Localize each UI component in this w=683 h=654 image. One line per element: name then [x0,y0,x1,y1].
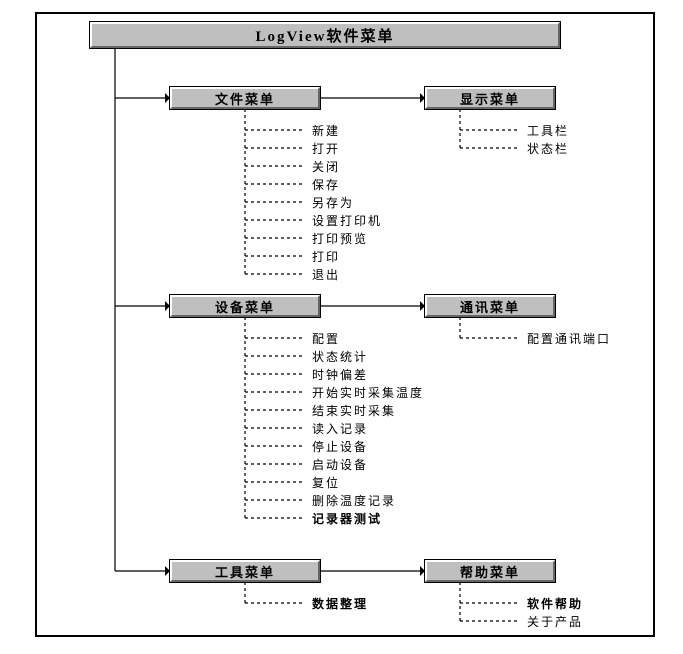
menu-item: 复位 [312,474,340,491]
menu-item: 配置 [312,330,340,347]
menu-box-comm: 通讯菜单 [425,295,555,317]
menu-item: 删除温度记录 [312,492,396,509]
menu-item: 退出 [312,266,340,283]
menu-item: 开始实时采集温度 [312,384,424,401]
menu-label: LogView软件菜单 [256,25,395,46]
menu-item: 关于产品 [527,613,583,630]
outer-frame [35,12,655,637]
menu-item: 软件帮助 [527,595,583,612]
menu-box-display: 显示菜单 [425,87,555,109]
menu-item: 工具栏 [527,122,569,139]
menu-box-device: 设备菜单 [170,295,320,317]
menu-label: 设备菜单 [215,297,275,316]
menu-item: 保存 [312,176,340,193]
menu-label: 文件菜单 [215,89,275,108]
menu-item: 设置打印机 [312,212,382,229]
menu-label: 显示菜单 [460,89,520,108]
menu-item: 打印 [312,248,340,265]
menu-box-help: 帮助菜单 [425,560,555,582]
menu-item: 读入记录 [312,420,368,437]
diagram-canvas: LogView软件菜单文件菜单显示菜单设备菜单通讯菜单工具菜单帮助菜单新建打开关… [0,0,683,654]
menu-item: 配置通讯端口 [527,330,611,347]
menu-item: 新建 [312,122,340,139]
menu-label: 帮助菜单 [460,562,520,581]
menu-item: 启动设备 [312,456,368,473]
menu-item: 关闭 [312,158,340,175]
menu-label: 通讯菜单 [460,297,520,316]
menu-label: 工具菜单 [215,562,275,581]
menu-item: 打印预览 [312,230,368,247]
menu-item: 时钟偏差 [312,366,368,383]
menu-box-root: LogView软件菜单 [90,22,560,48]
menu-item: 数据整理 [312,595,368,612]
menu-box-file: 文件菜单 [170,87,320,109]
menu-item: 状态栏 [527,140,569,157]
menu-box-tool: 工具菜单 [170,560,320,582]
menu-item: 另存为 [312,194,354,211]
menu-item: 停止设备 [312,438,368,455]
menu-item: 记录器测试 [312,510,382,527]
menu-item: 结束实时采集 [312,402,396,419]
menu-item: 打开 [312,140,340,157]
menu-item: 状态统计 [312,348,368,365]
